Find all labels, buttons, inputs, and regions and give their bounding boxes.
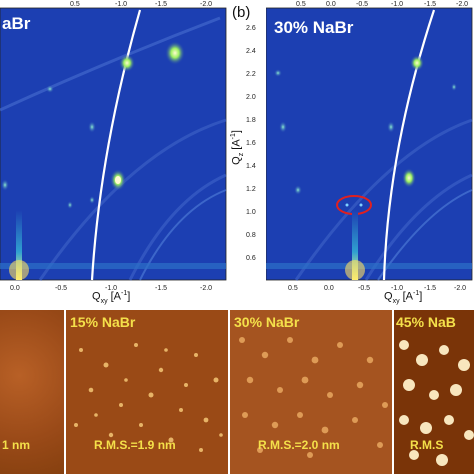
qz-axis-title: Qz [A-1] (229, 130, 245, 165)
afm-texture-2 (239, 337, 388, 458)
tick-label: 0.0 (324, 285, 334, 292)
left-giwaxs-plot: 0.5 -1.0 -1.5 -2.0 0.0 -0.5 -1.0 -1.5 -2… (0, 1, 227, 292)
tick-label: -1.0 (391, 285, 403, 292)
right-bottom-ticks: 0.5 0.0 -0.5 -1.0 -1.5 -2.0 (288, 285, 466, 292)
tick-label: -2.0 (200, 1, 212, 8)
tick-label: 2.6 (246, 25, 256, 32)
tick-label: -0.5 (356, 1, 368, 8)
right-plot-area (266, 7, 473, 281)
tick-label: -1.5 (155, 285, 167, 292)
qz-ticks: 2.6 2.4 2.2 2.0 1.8 1.6 1.4 1.2 1.0 0.8 … (246, 25, 256, 262)
left-giwaxs-panel: 0.5 -1.0 -1.5 -2.0 0.0 -0.5 -1.0 -1.5 -2… (0, 0, 230, 305)
tick-label: 0.0 (10, 285, 20, 292)
afm-label-1: 15% NaBr (70, 314, 136, 330)
tick-label: 0.6 (246, 255, 256, 262)
tick-label: -0.5 (358, 285, 370, 292)
right-giwaxs-panel: 0.5 0.0 -0.5 -1.0 -1.5 -2.0 0.5 0.0 -0.5… (266, 0, 474, 305)
tick-label: -2.0 (454, 285, 466, 292)
tick-label: -1.5 (424, 285, 436, 292)
tick-label: 0.0 (326, 1, 336, 8)
qz-axis: 2.6 2.4 2.2 2.0 1.8 1.6 1.4 1.2 1.0 0.8 … (229, 20, 266, 280)
tick-label: -1.0 (105, 285, 117, 292)
afm-rms-2: R.M.S.=2.0 nm (258, 438, 340, 452)
left-bottom-ticks: 0.0 -0.5 -1.0 -1.5 -2.0 (10, 285, 212, 292)
afm-panel-2: 30% NaBr R.M.S.=2.0 nm (230, 310, 392, 474)
afm-rms-3: R.M.S (410, 438, 444, 452)
right-giwaxs-plot: 0.5 0.0 -0.5 -1.0 -1.5 -2.0 0.5 0.0 -0.5… (266, 1, 473, 292)
diffraction-spot (410, 55, 424, 71)
tick-label: 1.4 (246, 163, 256, 170)
right-white-arc (382, 9, 436, 281)
afm-strip: 1 nm 15% NaBr R.M.S.=1.9 nm (0, 310, 474, 474)
tick-label: -0.5 (55, 285, 67, 292)
tick-label: 2.4 (246, 48, 256, 55)
afm-label-3: 45% NaB (396, 314, 456, 330)
tick-label: 0.5 (288, 285, 298, 292)
afm-rms-1: R.M.S.=1.9 nm (94, 438, 176, 452)
tick-label: -1.0 (115, 1, 127, 8)
afm-label-2: 30% NaBr (234, 314, 300, 330)
tick-label: -1.5 (424, 1, 436, 8)
tick-label: 0.5 (296, 1, 306, 8)
right-top-ticks: 0.5 0.0 -0.5 -1.0 -1.5 -2.0 (296, 1, 468, 8)
left-giwaxs-label: aBr (2, 14, 31, 33)
diffraction-spot (402, 168, 416, 188)
right-qxy-axis-title: Qxy [A-1] (384, 290, 423, 305)
tick-label: 1.0 (246, 209, 256, 216)
tick-label: 1.2 (246, 186, 256, 193)
tick-label: 0.8 (246, 232, 256, 239)
tick-label: 2.2 (246, 71, 256, 78)
afm-texture-1 (74, 343, 223, 452)
left-top-ticks: 0.5 -1.0 -1.5 -2.0 (70, 1, 212, 8)
tick-label: 2.0 (246, 94, 256, 101)
afm-panel-3: 45% NaB R.M.S (394, 310, 474, 474)
tick-label: 1.6 (246, 140, 256, 147)
tick-label: -1.0 (391, 1, 403, 8)
diffraction-spot (119, 54, 135, 72)
panel-b-label: (b) (232, 4, 251, 21)
left-white-arc (90, 9, 142, 281)
tick-label: 1.8 (246, 117, 256, 124)
right-giwaxs-label: 30% NaBr (274, 18, 354, 37)
tick-label: -1.5 (155, 1, 167, 8)
afm-panel-0: 1 nm (0, 310, 64, 474)
afm-rms-0: 1 nm (2, 438, 31, 452)
afm-texture-3 (399, 340, 474, 466)
left-plot-area (0, 7, 227, 281)
afm-panel-1: 15% NaBr R.M.S.=1.9 nm (66, 310, 228, 474)
diffraction-spot (165, 41, 185, 65)
left-qxy-axis-title: Qxy [A-1] (92, 290, 131, 305)
tick-label: -2.0 (200, 285, 212, 292)
tick-label: 0.5 (70, 1, 80, 8)
tick-label: -2.0 (456, 1, 468, 8)
